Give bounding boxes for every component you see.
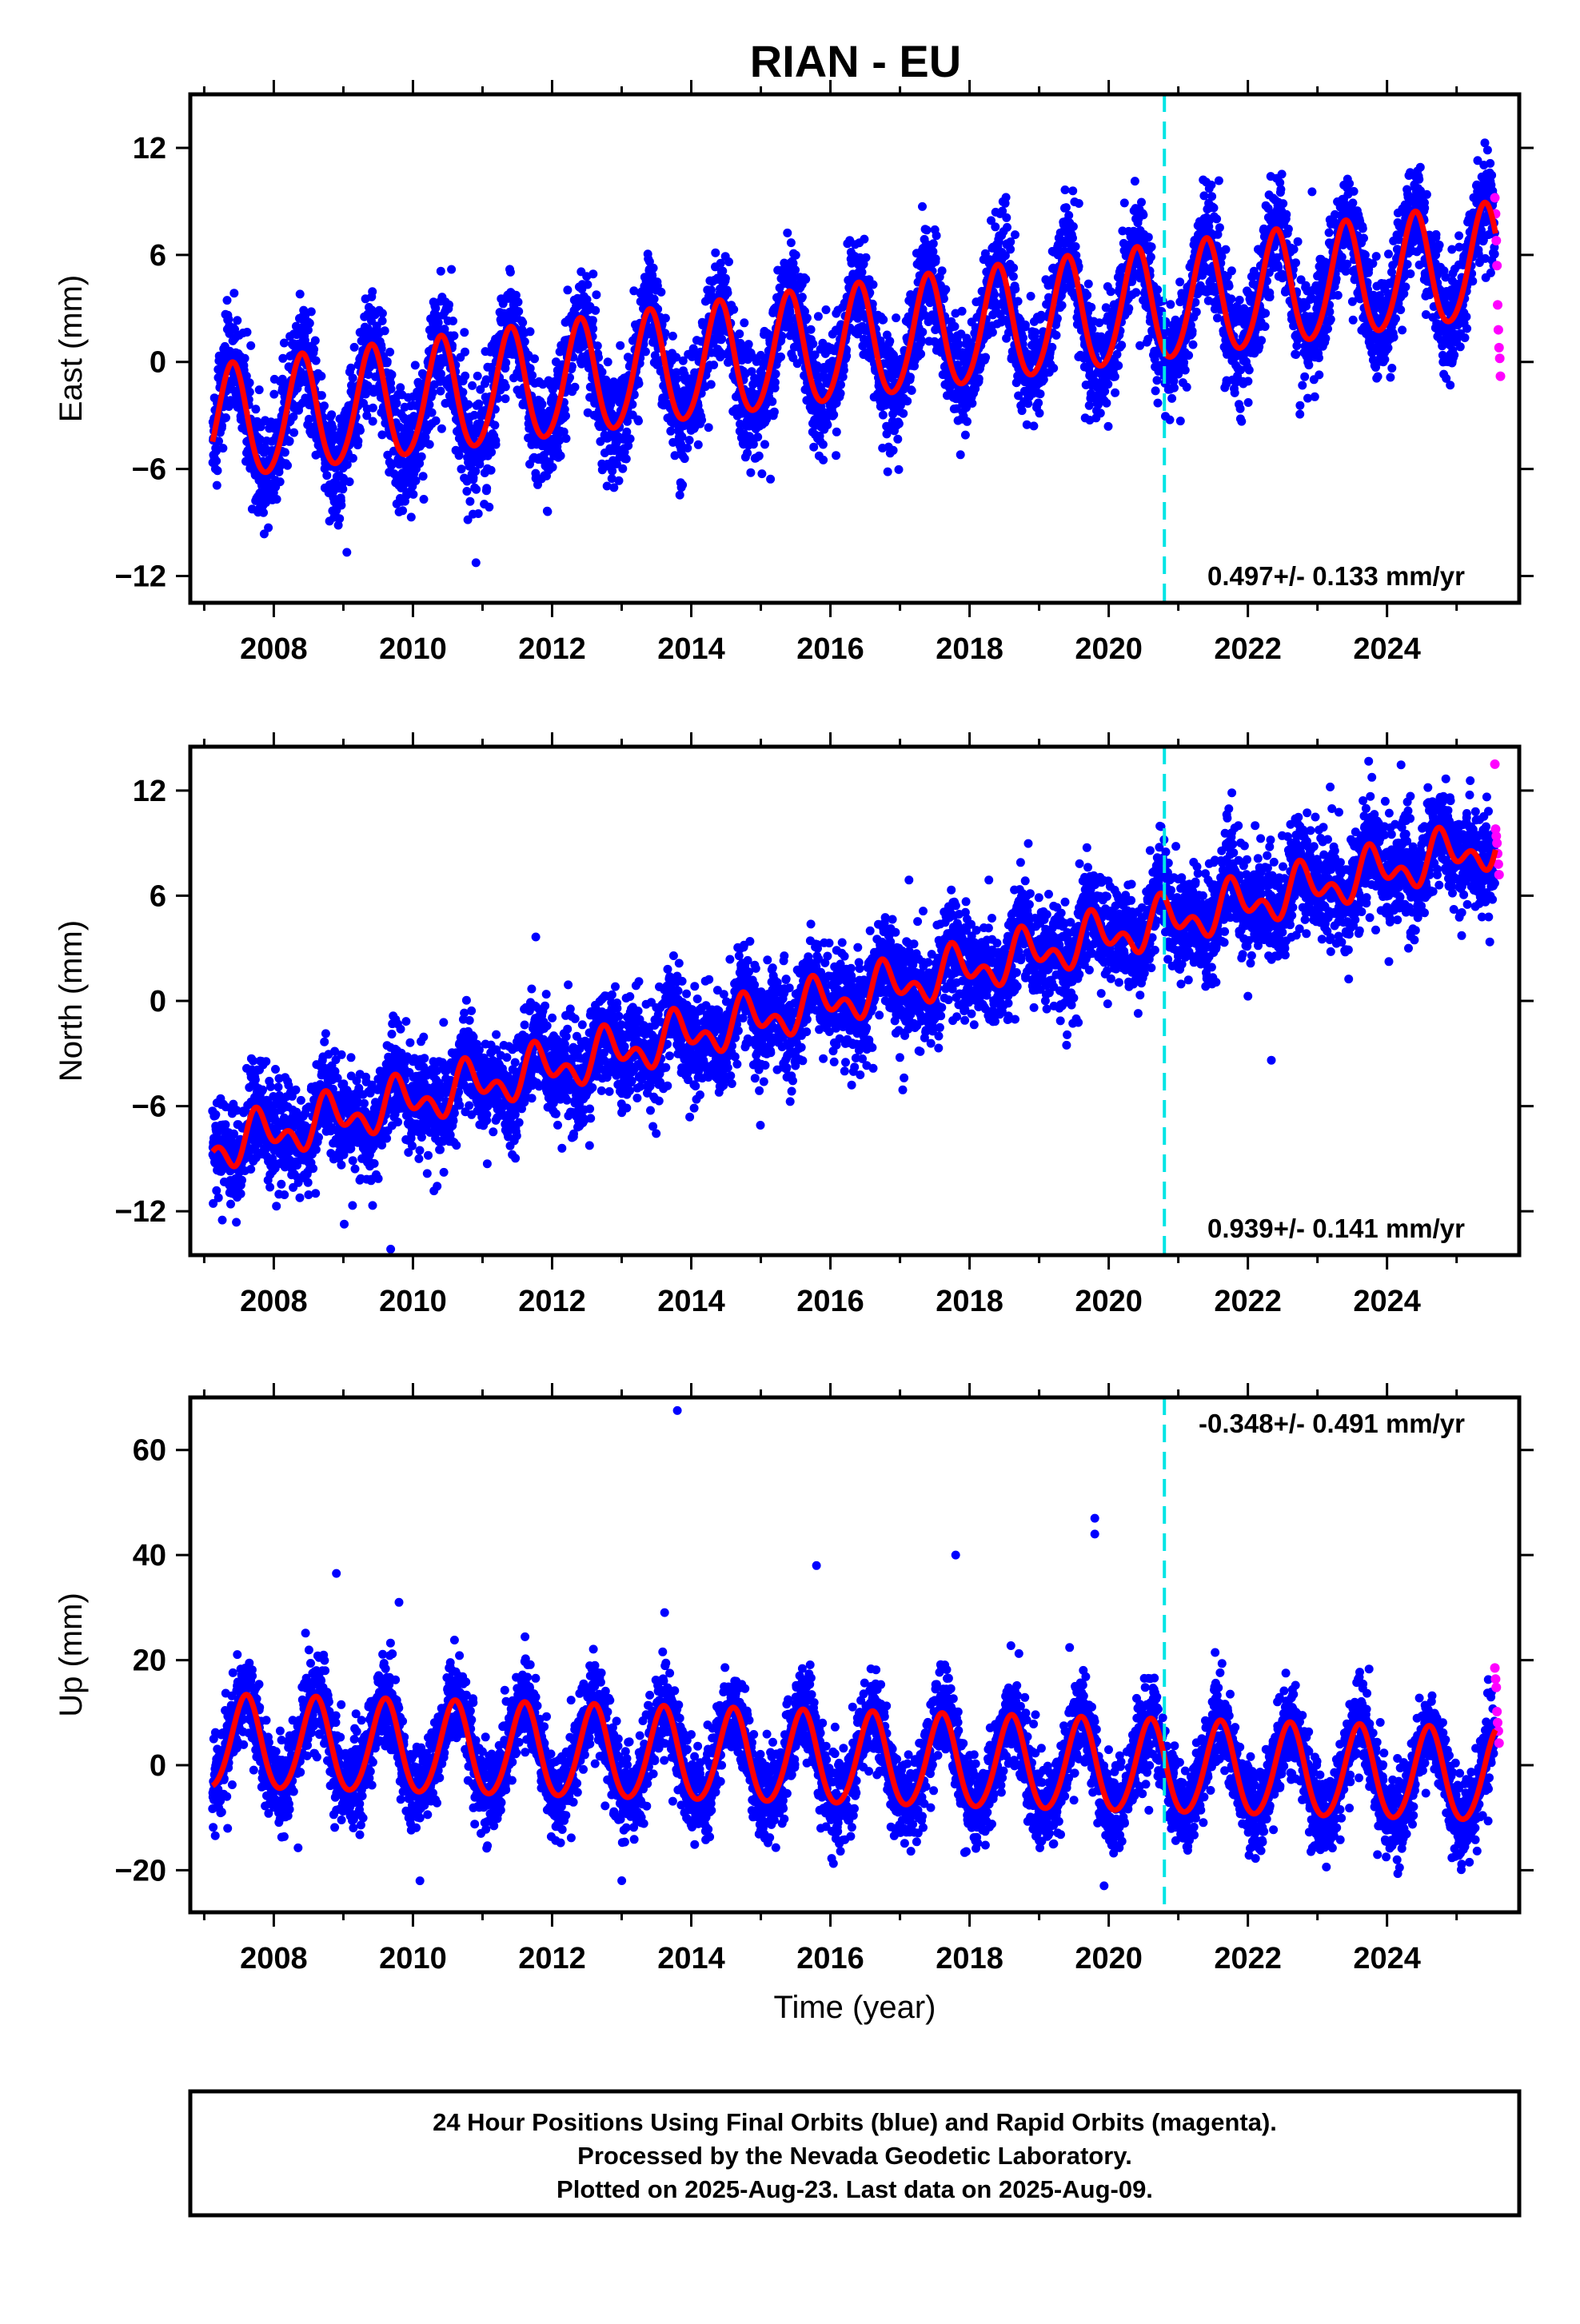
up-final-orbit-points [208,1405,1499,1891]
east-axes-frame [188,92,1522,605]
east-rapid-orbit-point-3 [1492,261,1502,271]
east-ytick-label-2: 0 [150,346,166,380]
north-xtick-label-7: 2022 [1214,1285,1282,1318]
east-xtick-label-7: 2022 [1214,632,1282,666]
up-xtick-label-3: 2014 [657,1942,725,1975]
up-ytick-label-0: −20 [115,1854,166,1888]
east-xtick-label-4: 2016 [796,632,864,666]
north-rapid-orbit-point-5 [1493,859,1503,869]
up-rate-label: -0.348+/- 0.491 mm/yr [1199,1409,1465,1438]
up-rapid-orbit-point-2 [1491,1682,1502,1692]
east-rapid-orbit-point-2 [1491,235,1502,245]
north-ytick-label-1: −6 [132,1090,166,1124]
east-plot-area [208,138,1506,568]
footer-line-2: Processed by the Nevada Geodetic Laborat… [577,2142,1132,2170]
up-ytick-label-2: 20 [133,1644,166,1678]
up-xtick-label-1: 2010 [379,1942,447,1975]
up-rapid-orbit-point-4 [1493,1717,1503,1728]
up-ytick-label-1: 0 [150,1749,166,1783]
north-rapid-orbit-point-3 [1492,838,1502,848]
east-xtick-label-0: 2008 [240,632,308,666]
north-xtick-label-3: 2014 [657,1285,725,1318]
up-xtick-label-4: 2016 [796,1942,864,1975]
up-panel: −20 0 20 40 60 2008 2010 2012 2014 2016 2018 2020 20… [54,1383,1534,2025]
footer-line-1: 24 Hour Positions Using Final Orbits (bl… [433,2108,1277,2136]
north-ytick-label-2: 0 [150,985,166,1018]
up-xtick-label-0: 2008 [240,1942,308,1975]
north-rapid-orbit-point-6 [1494,870,1504,880]
up-plot-area [208,1405,1504,1891]
up-xtick-label-5: 2018 [936,1942,1003,1975]
up-ytick-label-4: 60 [133,1434,166,1468]
up-rapid-orbit-point-1 [1490,1674,1501,1684]
north-panel: −12 −6 0 6 12 2008 2010 2012 2014 2016 2018 2020 202… [54,732,1534,1318]
up-rapid-orbit-point-6 [1494,1738,1504,1748]
east-rate-label: 0.497+/- 0.133 mm/yr [1207,561,1465,591]
east-rapid-orbit-point-8 [1495,371,1506,381]
north-rate-label: 0.939+/- 0.141 mm/yr [1207,1214,1465,1243]
up-xtick-label-6: 2020 [1075,1942,1143,1975]
east-xtick-label-8: 2024 [1353,632,1421,666]
east-ytick-label-1: −6 [132,453,166,487]
east-xtick-label-2: 2012 [518,632,586,666]
footer-box: 24 Hour Positions Using Final Orbits (bl… [188,2089,1522,2218]
footer-line-3: Plotted on 2025-Aug-23. Last data on 202… [557,2175,1153,2203]
east-rapid-orbit-point-5 [1493,325,1503,335]
east-ytick-label-3: 6 [150,239,166,273]
north-xtick-label-2: 2012 [518,1285,586,1318]
north-xtick-label-0: 2008 [240,1285,308,1318]
chart-title: RIAN - EU [750,36,961,86]
up-ytick-label-3: 40 [133,1539,166,1573]
up-axes-frame [188,1395,1522,1915]
east-rapid-orbit-point-7 [1494,353,1505,364]
north-xtick-label-6: 2020 [1075,1285,1143,1318]
north-rapid-orbit-point-2 [1491,831,1502,841]
north-plot-area [208,756,1504,1254]
up-ylabel: Up (mm) [54,1593,89,1717]
up-model-curve [210,1692,1498,1823]
east-xtick-label-6: 2020 [1075,632,1143,666]
east-rapid-orbit-point-6 [1494,342,1504,353]
east-xtick-label-3: 2014 [657,632,725,666]
east-final-orbit-points [208,138,1499,568]
north-xtick-label-5: 2018 [936,1285,1003,1318]
up-xtick-label-8: 2024 [1353,1942,1421,1975]
up-rapid-orbit-point-0 [1490,1663,1500,1673]
east-ylabel: East (mm) [54,275,89,422]
north-rapid-orbit-point-0 [1490,759,1500,769]
up-xlabel: Time (year) [774,1990,936,2025]
north-ytick-label-4: 12 [133,775,166,808]
north-ytick-label-3: 6 [150,879,166,913]
footer-frame [188,2089,1522,2218]
north-xtick-label-4: 2016 [796,1285,864,1318]
north-model-curve [210,824,1498,1170]
north-xtick-label-8: 2024 [1353,1285,1421,1318]
east-model-curve [209,199,1498,476]
up-rapid-orbit-point-3 [1492,1706,1502,1716]
east-panel: −12 −6 0 6 12 2008 2010 2012 2014 2016 2018 2020 202… [54,80,1534,666]
north-ytick-label-0: −12 [115,1195,166,1229]
east-xtick-label-1: 2010 [379,632,447,666]
east-xtick-label-5: 2018 [936,632,1003,666]
up-xtick-label-7: 2022 [1214,1942,1282,1975]
east-ytick-label-0: −12 [115,560,166,594]
north-ylabel: North (mm) [54,920,89,1082]
east-ytick-label-4: 12 [133,132,166,165]
east-rapid-orbit-point-0 [1490,193,1500,203]
north-rapid-orbit-point-1 [1490,824,1501,835]
up-xtick-label-2: 2012 [518,1942,586,1975]
north-xtick-label-1: 2010 [379,1285,447,1318]
east-rapid-orbit-point-4 [1493,300,1503,310]
